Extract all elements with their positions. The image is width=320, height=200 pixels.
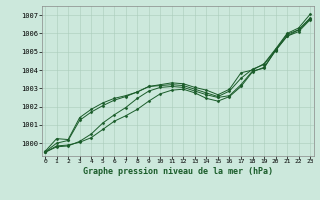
- X-axis label: Graphe pression niveau de la mer (hPa): Graphe pression niveau de la mer (hPa): [83, 167, 273, 176]
